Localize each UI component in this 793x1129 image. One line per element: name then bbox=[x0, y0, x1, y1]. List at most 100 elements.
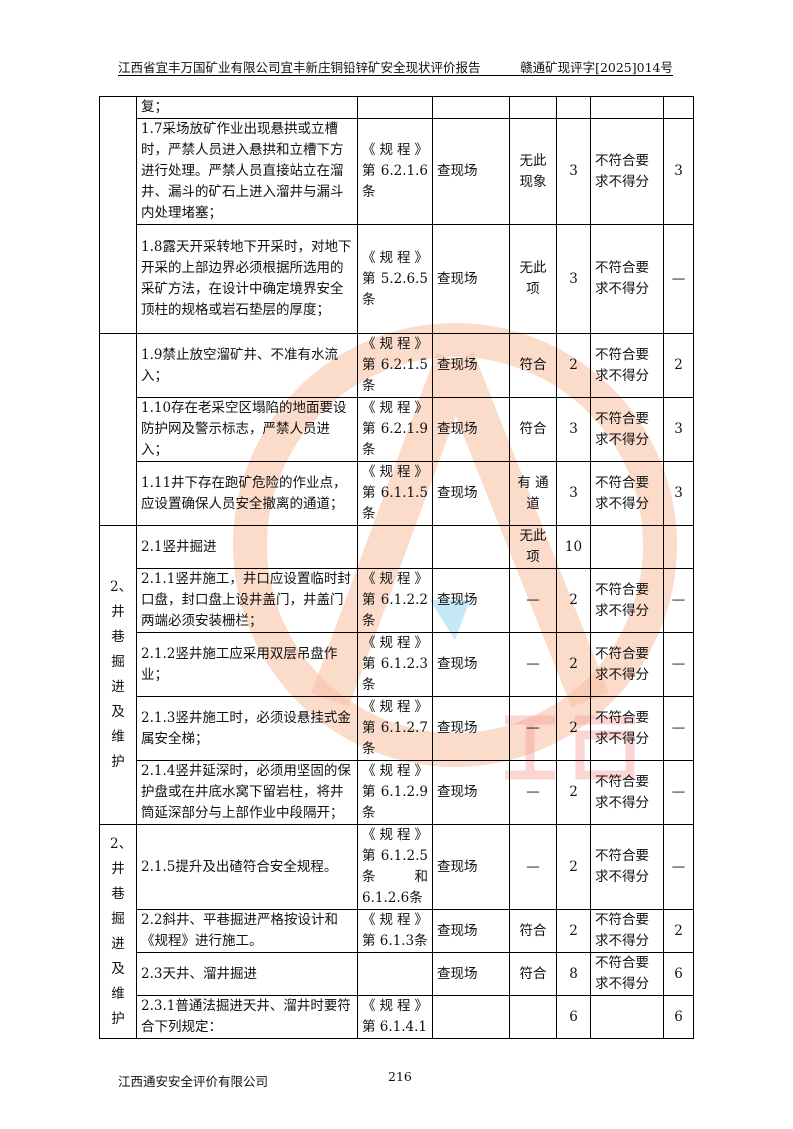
page-number: 216 bbox=[388, 1069, 412, 1084]
table-row: 2.1.3竖井施工时，必须设悬挂式金属安全梯； 《规程》第 6.1.2.7条 查现场… bbox=[100, 696, 694, 761]
standard-score: 2 bbox=[556, 333, 591, 398]
item-text: 2.3天井、溜井掘进 bbox=[136, 952, 358, 996]
regulation-ref: 《规程》第 6.1.2.3条 bbox=[357, 632, 433, 697]
item-text: 复； bbox=[136, 96, 358, 119]
standard-score: 10 bbox=[556, 525, 591, 569]
item-text: 2.3.1普通法掘进天井、溜井时要符合下列规定： bbox=[136, 995, 358, 1039]
item-text: 2.1竖井掘进 bbox=[136, 525, 358, 569]
page-footer: 江西通安安全评价有限公司 216 bbox=[118, 1069, 673, 1089]
scoring-rule: 不符合要求不得分 bbox=[590, 461, 664, 526]
section-label bbox=[99, 96, 137, 334]
actual-score: — bbox=[663, 760, 694, 825]
table-row: 1.8露天开采转地下开采时，对地下开采的上部边界必须根据所选用的采矿方法，在设计… bbox=[100, 224, 694, 334]
section-label: 2、井巷掘进及维护 bbox=[99, 525, 137, 825]
evaluation-table: 复； 1.7采场放矿作业出现悬拱或立槽时，严禁人员进入悬拱和立槽下方进行处理。严禁… bbox=[99, 96, 694, 1039]
standard-score: 2 bbox=[556, 760, 591, 825]
scoring-rule bbox=[590, 995, 664, 1039]
check-method: 查现场 bbox=[432, 824, 510, 910]
table-row: 2.3.1普通法掘进天井、溜井时要符合下列规定： 《规程》第 6.1.4.1 6 6 bbox=[100, 995, 694, 1039]
standard-score: 3 bbox=[556, 224, 591, 334]
regulation-ref: 《规程》第 6.1.3条 bbox=[357, 909, 433, 953]
standard-score: 2 bbox=[556, 824, 591, 910]
check-result: 无此项 bbox=[509, 224, 557, 334]
actual-score: — bbox=[663, 696, 694, 761]
actual-score: — bbox=[663, 824, 694, 910]
regulation-ref: 《规程》第 6.1.4.1 bbox=[357, 995, 433, 1039]
check-method bbox=[432, 96, 510, 119]
table-row: 2.1.1竖井施工，井口应设置临时封口盘，封口盘上设井盖门，井盖门两端必须安装栅… bbox=[100, 568, 694, 633]
check-method: 查现场 bbox=[432, 696, 510, 761]
table-row: 2.1.4竖井延深时，必须用坚固的保护盘或在井底水窝下留岩柱，将井筒延深部分与上… bbox=[100, 760, 694, 825]
table-row: 2.3天井、溜井掘进 查现场 符合 8 不符合要求不得分 6 bbox=[100, 952, 694, 996]
actual-score: — bbox=[663, 568, 694, 633]
scoring-rule: 不符合要求不得分 bbox=[590, 224, 664, 334]
actual-score: 3 bbox=[663, 397, 694, 462]
standard-score: 2 bbox=[556, 696, 591, 761]
item-text: 1.7采场放矿作业出现悬拱或立槽时，严禁人员进入悬拱和立槽下方进行处理。严禁人员… bbox=[136, 118, 358, 225]
actual-score: 2 bbox=[663, 909, 694, 953]
actual-score: 6 bbox=[663, 952, 694, 996]
regulation-ref bbox=[357, 525, 433, 569]
scoring-rule: 不符合要求不得分 bbox=[590, 568, 664, 633]
regulation-ref: 《规程》第 6.2.1.6条 bbox=[357, 118, 433, 225]
check-method: 查现场 bbox=[432, 333, 510, 398]
scoring-rule: 不符合要求不得分 bbox=[590, 118, 664, 225]
check-result: — bbox=[509, 568, 557, 633]
scoring-rule: 不符合要求不得分 bbox=[590, 397, 664, 462]
check-result: 无此项 bbox=[509, 525, 557, 569]
scoring-rule: 不符合要求不得分 bbox=[590, 760, 664, 825]
standard-score: 8 bbox=[556, 952, 591, 996]
table-row: 2、井巷掘进及维护 2.1竖井掘进 无此项 10 bbox=[99, 525, 694, 825]
standard-score: 3 bbox=[556, 461, 591, 526]
table-row: 1.7采场放矿作业出现悬拱或立槽时，严禁人员进入悬拱和立槽下方进行处理。严禁人员… bbox=[100, 118, 694, 225]
footer-company: 江西通安安全评价有限公司 bbox=[118, 1074, 269, 1089]
item-text: 1.10存在老采空区塌陷的地面要设防护网及警示标志，严禁人员进入； bbox=[136, 397, 358, 462]
check-result: — bbox=[509, 696, 557, 761]
actual-score bbox=[663, 96, 694, 119]
table-row: 1.11井下存在跑矿危险的作业点，应设置确保人员安全撤离的通道； 《规程》第 6.… bbox=[100, 461, 694, 526]
check-result: 符合 bbox=[509, 952, 557, 996]
regulation-ref: 《规程》第 6.1.1.5条 bbox=[357, 461, 433, 526]
regulation-ref: 《规程》第 6.1.2.9条 bbox=[357, 760, 433, 825]
standard-score: 2 bbox=[556, 632, 591, 697]
item-text: 2.2斜井、平巷掘进严格按设计和《规程》进行施工。 bbox=[136, 909, 358, 953]
regulation-ref: 《规程》第 6.2.1.5条 bbox=[357, 333, 433, 398]
regulation-ref: 《规程》第 6.1.2.5条 和 6.1.2.6条 bbox=[357, 824, 433, 910]
check-method: 查现场 bbox=[432, 397, 510, 462]
check-method: 查现场 bbox=[432, 952, 510, 996]
scoring-rule: 不符合要求不得分 bbox=[590, 909, 664, 953]
check-method: 查现场 bbox=[432, 118, 510, 225]
actual-score: 3 bbox=[663, 461, 694, 526]
table-row: 2、井巷掘进及维护 2.1.5提升及出碴符合安全规程。 《规程》第 6.1.2.5条… bbox=[99, 824, 694, 1039]
check-result bbox=[509, 96, 557, 119]
section-label-text: 2、井巷掘进及维护 bbox=[110, 835, 133, 1027]
check-method bbox=[432, 995, 510, 1039]
scoring-rule bbox=[590, 96, 664, 119]
section-label: 2、井巷掘进及维护 bbox=[99, 824, 137, 1039]
check-result: — bbox=[509, 632, 557, 697]
table-row: 1.9禁止放空溜矿井、不准有水流入； 《规程》第 6.2.1.5条 查现场 符合 2 不符… bbox=[99, 333, 694, 526]
scoring-rule: 不符合要求不得分 bbox=[590, 824, 664, 910]
table-row: 复； bbox=[99, 96, 694, 334]
check-result: — bbox=[509, 824, 557, 910]
section-label bbox=[99, 333, 137, 526]
check-method: 查现场 bbox=[432, 909, 510, 953]
item-text: 2.1.4竖井延深时，必须用坚固的保护盘或在井底水窝下留岩柱，将井筒延深部分与上… bbox=[136, 760, 358, 825]
item-text: 1.9禁止放空溜矿井、不准有水流入； bbox=[136, 333, 358, 398]
scoring-rule: 不符合要求不得分 bbox=[590, 952, 664, 996]
actual-score: — bbox=[663, 632, 694, 697]
page-header: 江西省宜丰万国矿业有限公司宜丰新庄铜铅锌矿安全现状评价报告 赣通矿现评字[202… bbox=[118, 57, 673, 76]
regulation-ref bbox=[357, 96, 433, 119]
actual-score: — bbox=[663, 224, 694, 334]
regulation-ref: 《规程》第 6.2.1.9条 bbox=[357, 397, 433, 462]
section-label-text: 2、井巷掘进及维护 bbox=[110, 579, 133, 770]
check-method: 查现场 bbox=[432, 461, 510, 526]
scoring-rule: 不符合要求不得分 bbox=[590, 696, 664, 761]
actual-score bbox=[663, 525, 694, 569]
check-method: 查现场 bbox=[432, 224, 510, 334]
report-title: 江西省宜丰万国矿业有限公司宜丰新庄铜铅锌矿安全现状评价报告 bbox=[118, 60, 481, 75]
standard-score: 6 bbox=[556, 995, 591, 1039]
regulation-ref: 《规程》第 6.1.2.7条 bbox=[357, 696, 433, 761]
scoring-rule bbox=[590, 525, 664, 569]
